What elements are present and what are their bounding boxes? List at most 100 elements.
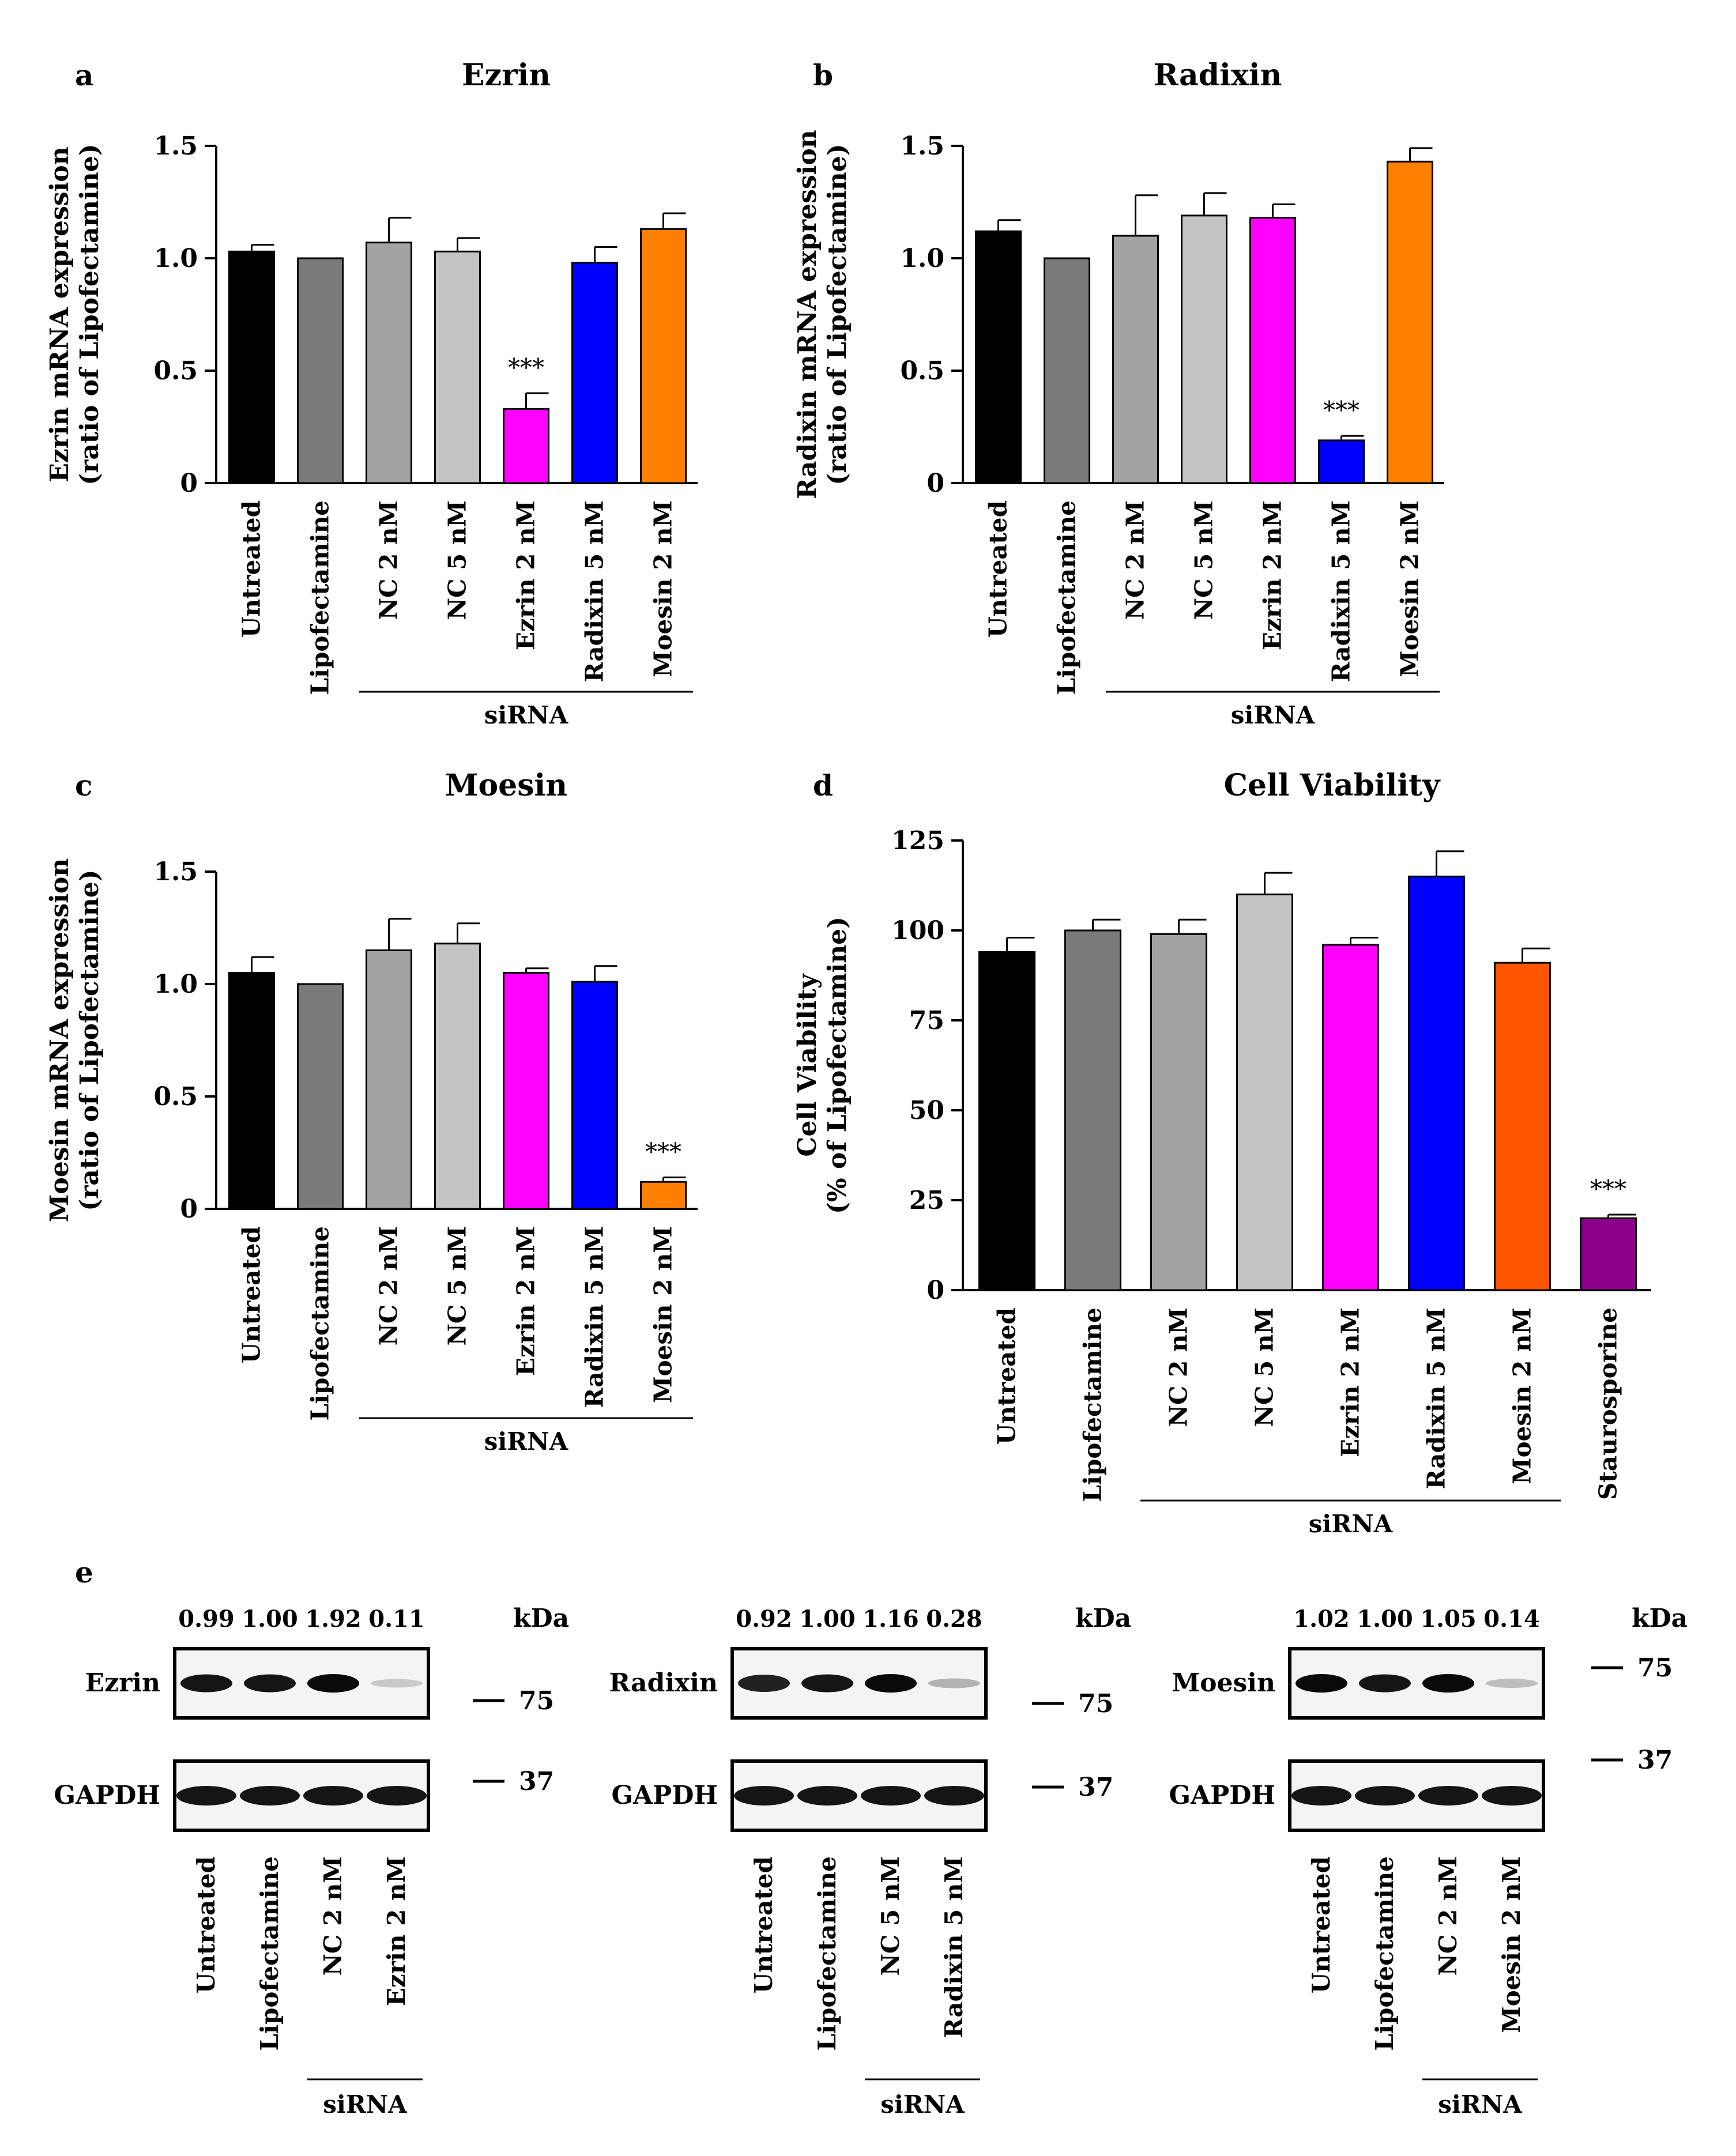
ratio-value: 1.02 [1293, 1605, 1349, 1633]
group-label: siRNA [1438, 2090, 1523, 2119]
chart-title: Moesin [445, 768, 567, 803]
category-label: Lipofectamine [1079, 1307, 1107, 1502]
ratio-value: 1.00 [799, 1605, 855, 1633]
panel-letter-e: e [75, 1555, 93, 1589]
target-label: Radixin [609, 1668, 718, 1698]
y-tick-label: 1.0 [153, 244, 198, 273]
y-tick-label: 0.5 [153, 1082, 198, 1111]
gapdh-band [1482, 1786, 1542, 1806]
lane-label: Untreated [1307, 1856, 1335, 1993]
bar-lipofectamine [1044, 257, 1090, 484]
target-label: Moesin [1172, 1668, 1275, 1698]
ratio-value: 1.05 [1420, 1605, 1476, 1633]
kda-label: kDa [1075, 1604, 1131, 1633]
bar-ezrin-2-nm [503, 972, 549, 1210]
bar-radixin-5-nm [571, 981, 618, 1210]
y-tick-label: 125 [891, 826, 944, 855]
bar-lipofectamine [297, 983, 344, 1210]
chart-c: c Moesin 0 0.5 1.0 1.5 Moesin mRNA expression(… [45, 768, 698, 1456]
category-label: NC 2 nM [375, 1226, 403, 1345]
size-marker-label: 37 [519, 1767, 554, 1796]
category-label: Untreated [238, 500, 266, 638]
lane-label: Radixin 5 nM [940, 1856, 968, 2038]
target-band [307, 1674, 359, 1693]
blot-ezrin: 0.99 1.00 1.92 0.11 kDa Ezrin GAPDH 75 37 Untreat… [54, 1604, 569, 2119]
y-tick-label: 0.5 [900, 356, 944, 386]
bar-moesin-2-nm [640, 228, 687, 484]
y-axis-label-sub: (ratio of Lipofectamine) [823, 144, 852, 485]
bar-untreated [228, 972, 275, 1210]
y-tick-label: 1.0 [900, 244, 944, 273]
size-marker-label: 75 [519, 1686, 554, 1716]
panel-letter-c: c [75, 768, 92, 802]
target-band [180, 1674, 232, 1693]
bar-moesin-2-nm [640, 1181, 687, 1210]
group-label: siRNA [880, 2090, 965, 2119]
category-label: Moesin 2 nM [1396, 500, 1424, 677]
chart-b: b Radixin 0 0.5 1.0 1.5 Radixin mRNA expressio… [793, 58, 1444, 729]
category-label: Lipofectamine [306, 1226, 334, 1421]
chart-title: Radixin [1154, 58, 1282, 93]
blot-radixin: 0.92 1.00 1.16 0.28 kDa Radixin GAPDH 75 37 Untre… [609, 1604, 1131, 2119]
category-label: Staurosporine [1594, 1307, 1622, 1500]
bar-untreated [975, 230, 1022, 484]
gapdh-band [240, 1786, 300, 1806]
gapdh-band [861, 1786, 921, 1806]
bar-ezrin-2-nm [1322, 944, 1379, 1291]
bar-lipofectamine [1064, 929, 1121, 1291]
y-tick-label: 0 [180, 469, 198, 498]
significance-marker: *** [645, 1137, 681, 1166]
target-band [865, 1674, 917, 1693]
bar-nc-2-nm [366, 242, 412, 484]
group-label: siRNA [484, 701, 569, 729]
chart-title: Cell Viability [1224, 768, 1441, 803]
bar-nc-5-nm [1236, 894, 1293, 1291]
bar-radixin-5-nm [1408, 875, 1465, 1291]
category-label: Ezrin 2 nM [1259, 500, 1287, 650]
significance-marker: *** [508, 353, 544, 382]
y-axis-label: Cell Viability [793, 973, 822, 1157]
category-label: Untreated [984, 500, 1012, 638]
kda-label: kDa [513, 1604, 569, 1633]
y-tick-label: 1.5 [900, 131, 944, 161]
bar-nc-5-nm [434, 250, 481, 484]
y-axis-label-sub: (ratio of Lipofectamine) [75, 869, 104, 1211]
category-label: Moesin 2 nM [649, 500, 677, 677]
category-label: Untreated [238, 1226, 266, 1363]
blot-moesin: 1.02 1.00 1.05 0.14 kDa Moesin GAPDH 75 37 Untrea… [1169, 1604, 1688, 2119]
gapdh-band [1418, 1786, 1478, 1806]
gapdh-band [303, 1786, 363, 1806]
bar-radixin-5-nm [1318, 439, 1365, 484]
y-axis-label-sub: (% of Lipofectamine) [823, 917, 852, 1214]
target-band [244, 1674, 296, 1693]
lane-label: NC 5 nM [876, 1856, 905, 1976]
category-label: NC 5 nM [1251, 1307, 1279, 1427]
ratio-value: 1.00 [242, 1605, 298, 1633]
category-label: NC 2 nM [1121, 500, 1150, 620]
y-tick-label: 50 [909, 1096, 944, 1125]
category-label: Lipofectamine [306, 500, 334, 695]
significance-marker: *** [1323, 396, 1360, 424]
target-label: Ezrin [85, 1668, 160, 1698]
y-tick-label: 0 [180, 1194, 198, 1224]
gapdh-band [367, 1786, 427, 1806]
category-label: NC 2 nM [375, 500, 403, 620]
lane-label: NC 2 nM [319, 1856, 347, 1976]
size-marker-label: 75 [1637, 1653, 1673, 1683]
panel-letter-d: d [813, 768, 833, 802]
y-axis-label: Ezrin mRNA expression [45, 146, 74, 482]
y-tick-label: 0 [927, 1276, 944, 1305]
bar-moesin-2-nm [1387, 160, 1433, 484]
chart-a: a Ezrin 0 0.5 1.0 1.5 Ezrin mRNA expression (ra… [45, 58, 698, 729]
ratio-value: 0.11 [368, 1605, 424, 1633]
category-label: NC 5 nM [1190, 500, 1218, 620]
target-band [1486, 1679, 1538, 1688]
category-label: Radixin 5 nM [1327, 500, 1355, 682]
bar-ezrin-2-nm [503, 408, 549, 484]
target-band [371, 1679, 423, 1688]
ratio-value: 1.16 [863, 1605, 918, 1633]
significance-marker: *** [1590, 1175, 1626, 1203]
category-label: Untreated [993, 1307, 1021, 1445]
gapdh-band [1355, 1786, 1415, 1806]
